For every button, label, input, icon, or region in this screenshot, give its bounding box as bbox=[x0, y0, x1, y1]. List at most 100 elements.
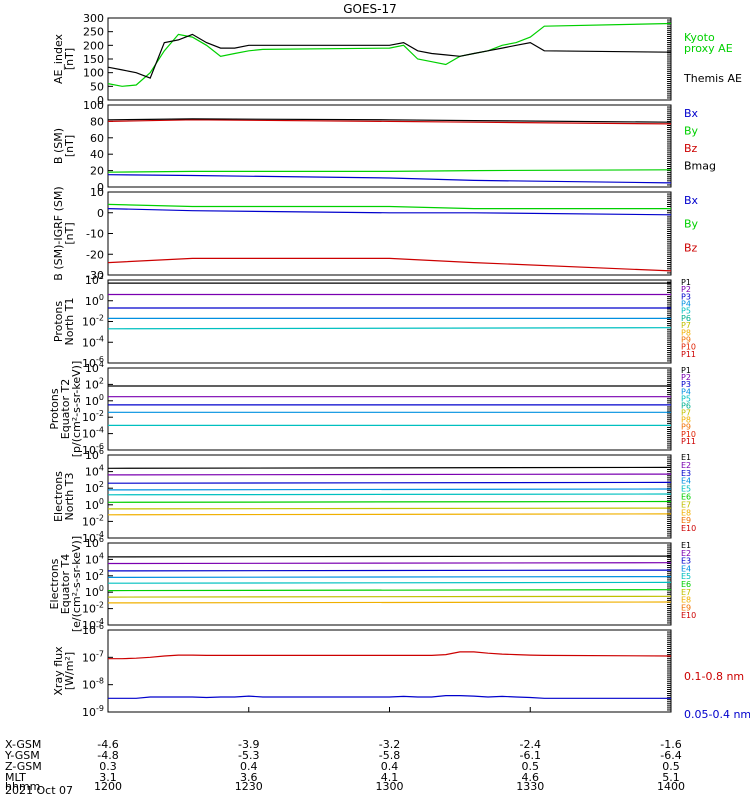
y-tick-label: 150 bbox=[83, 53, 104, 66]
channel-label: E2 bbox=[681, 461, 691, 470]
y-tick-label: 10-2 bbox=[82, 601, 104, 616]
panel-frame bbox=[107, 629, 672, 713]
y-tick-label: 60 bbox=[90, 132, 104, 145]
ephemeris-value: 1230 bbox=[235, 780, 263, 793]
series-line-bmag bbox=[107, 118, 672, 123]
series-line-e2 bbox=[107, 473, 672, 476]
series-line-e8 bbox=[107, 513, 672, 516]
ephemeris-value: 1300 bbox=[376, 780, 404, 793]
panel-3: -30 -20 -10 0 10 B (SM)-IGRF (SM)[nT] Bx By Bz bbox=[52, 186, 699, 282]
ephemeris-value: 3.6 bbox=[240, 771, 258, 784]
y-tick-label: 100 bbox=[83, 67, 104, 80]
channel-label: P4 bbox=[681, 300, 691, 309]
y-tick-label: 50 bbox=[90, 80, 104, 93]
channel-label: E1 bbox=[681, 541, 691, 550]
series-line-by bbox=[107, 169, 672, 173]
y-tick-label: 200 bbox=[83, 39, 104, 52]
series-line-p5 bbox=[107, 327, 672, 330]
ephemeris-value: -4.6 bbox=[97, 738, 118, 751]
ephemeris-value: 1400 bbox=[657, 780, 685, 793]
y-tick-label: 10-4 bbox=[82, 334, 104, 349]
channel-label: P5 bbox=[681, 307, 691, 316]
channel-label: P9 bbox=[681, 423, 691, 432]
channel-label: P7 bbox=[681, 409, 691, 418]
channel-label: P1 bbox=[681, 366, 691, 375]
series-line-0-1-0-8-nm bbox=[108, 651, 672, 660]
panel-frame bbox=[107, 17, 672, 101]
channel-label: P11 bbox=[681, 350, 696, 359]
y-tick-label: 20 bbox=[90, 165, 104, 178]
y-axis-label: AE_index bbox=[52, 33, 65, 84]
series-line-e1 bbox=[107, 466, 672, 469]
y-tick-label: 100 bbox=[85, 393, 104, 408]
y-tick-label: 106 bbox=[85, 447, 104, 462]
ephemeris-value: 0.5 bbox=[522, 760, 540, 773]
y-tick-label: 10-4 bbox=[82, 426, 104, 441]
legend-label: Bx bbox=[684, 194, 699, 207]
channel-label: E10 bbox=[681, 611, 696, 620]
y-axis-label: Equator T4 bbox=[59, 554, 72, 614]
y-axis-label: B (SM) bbox=[52, 128, 65, 164]
channel-label: P11 bbox=[681, 437, 696, 446]
legend-label: Bz bbox=[684, 241, 698, 254]
y-tick-label: 10-6 bbox=[82, 622, 104, 637]
y-tick-label: 0 bbox=[97, 207, 104, 220]
y-axis-label: [nT] bbox=[63, 48, 76, 70]
ephemeris-value: -1.6 bbox=[660, 738, 681, 751]
legend-label: 0.1-0.8 nm bbox=[684, 670, 744, 683]
y-tick-label: -20 bbox=[86, 248, 104, 261]
legend-label: By bbox=[684, 218, 699, 231]
channel-label: P5 bbox=[681, 394, 691, 403]
channel-label: P7 bbox=[681, 321, 691, 330]
y-tick-label: 100 bbox=[85, 584, 104, 599]
channel-label: E10 bbox=[681, 524, 696, 533]
channel-label: P6 bbox=[681, 314, 691, 323]
y-tick-label: 40 bbox=[90, 148, 104, 161]
y-axis-label: Electrons bbox=[48, 558, 61, 609]
ephemeris-row-label: Z-GSM bbox=[5, 760, 42, 773]
y-axis-label: Protons bbox=[52, 301, 65, 342]
channel-label: E4 bbox=[681, 564, 691, 573]
channel-label: E3 bbox=[681, 469, 691, 478]
y-tick-label: 250 bbox=[83, 26, 104, 39]
y-tick-label: 80 bbox=[90, 115, 104, 128]
y-tick-label: 102 bbox=[85, 480, 104, 495]
legend-label: By bbox=[684, 125, 699, 138]
ephemeris-value: 0.4 bbox=[240, 760, 258, 773]
series-line-e8 bbox=[107, 601, 672, 604]
y-tick-label: 104 bbox=[85, 551, 104, 566]
series-line-e4 bbox=[107, 575, 672, 579]
series-line-kyoto-proxy-ae bbox=[107, 22, 672, 87]
chart-panels: 050100150200250300AE_index[nT]Kyotoproxy… bbox=[48, 12, 750, 721]
ephemeris-value: -5.8 bbox=[379, 749, 400, 762]
y-tick-label: 10-8 bbox=[82, 677, 104, 692]
channel-label: P1 bbox=[681, 278, 691, 287]
ephemeris-value: 4.1 bbox=[381, 771, 399, 784]
channel-label: E2 bbox=[681, 549, 691, 558]
y-axis-label: [e/(cm²-s-sr-keV)] bbox=[70, 536, 83, 632]
y-axis-label: Electrons bbox=[52, 471, 65, 522]
series-line-bz bbox=[107, 257, 672, 272]
y-tick-label: 0 bbox=[97, 94, 104, 107]
panel-frame bbox=[107, 542, 672, 626]
series-line-bz bbox=[107, 119, 672, 125]
channel-label: E7 bbox=[681, 500, 691, 509]
panel-frame bbox=[107, 191, 672, 276]
ephemeris-value: -3.2 bbox=[379, 738, 400, 751]
series-line-e6 bbox=[107, 589, 672, 592]
series-line-e5 bbox=[107, 581, 672, 584]
y-tick-label: 100 bbox=[85, 293, 104, 308]
channel-label: E6 bbox=[681, 493, 691, 502]
y-tick-label: 10 bbox=[90, 186, 104, 199]
channel-label: P8 bbox=[681, 328, 691, 337]
series-line-0-05-0-4-nm bbox=[108, 694, 671, 699]
y-axis-label: Protons bbox=[48, 388, 61, 429]
y-tick-label: 104 bbox=[85, 464, 104, 479]
series-line-e5 bbox=[107, 493, 672, 496]
channel-label: E7 bbox=[681, 588, 691, 597]
channel-label: P9 bbox=[681, 335, 691, 344]
